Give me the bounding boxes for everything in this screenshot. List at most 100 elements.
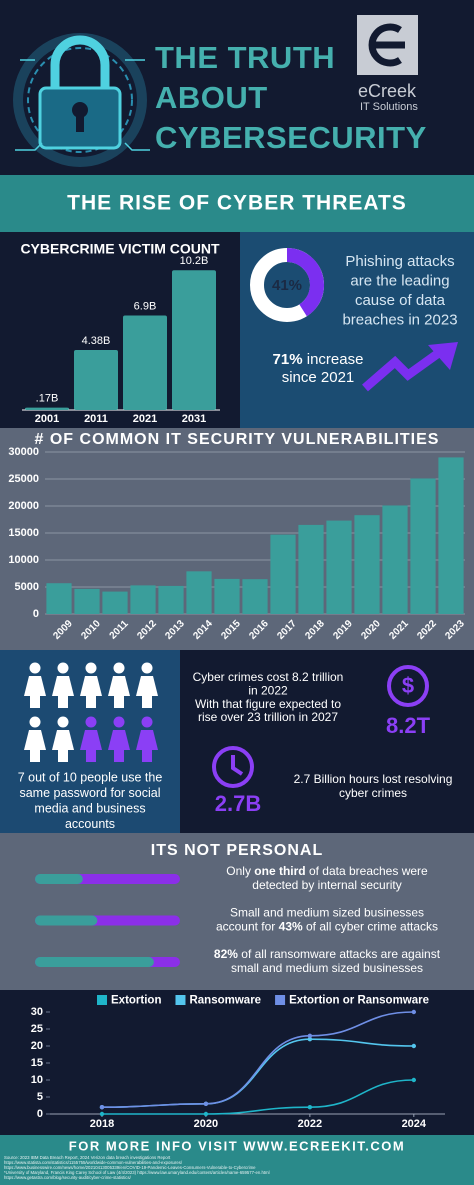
hours-stat: 2.7B [215, 791, 261, 816]
series-point [99, 1111, 105, 1117]
chart-title: CYBERCRIME VICTIM COUNT [20, 241, 220, 257]
phishing-text: breaches in 2023 [342, 311, 457, 328]
item-text: small and medium sized businesses [231, 961, 423, 975]
value-label: .17B [36, 393, 59, 405]
bar [326, 520, 352, 614]
y-tick-label: 10 [31, 1074, 43, 1086]
person-head [85, 662, 97, 674]
person-head [113, 662, 125, 674]
footer-cta: FOR MORE INFO VISIT WWW.ECREEKIT.COM [69, 1138, 405, 1153]
legend-swatch [97, 995, 107, 1005]
bar [382, 505, 408, 614]
person-body [24, 676, 46, 708]
bar [74, 349, 118, 410]
y-tick-label: 15 [31, 1057, 43, 1069]
bar [74, 588, 100, 614]
person-body [136, 730, 158, 762]
clock-icon [212, 746, 254, 788]
value-label: 10.2B [180, 255, 209, 267]
bar [354, 515, 380, 614]
source-line: https://www.statista.com/statistics/1155… [4, 1160, 183, 1165]
item-text-part: small and medium sized businesses [231, 961, 423, 975]
legend-label: Extortion [111, 995, 161, 1007]
chart-title: # OF COMMON IT SECURITY VULNERABILITIES [35, 431, 440, 448]
series-point [203, 1111, 209, 1117]
password-text: media and business [34, 801, 145, 815]
item-text: account for 43% of all cyber crime attac… [216, 920, 438, 934]
bar [242, 579, 268, 614]
donut-label: 41% [272, 277, 302, 294]
person-body [136, 676, 158, 708]
item-text-part: Small and medium sized businesses [230, 906, 424, 920]
source-line: https://www.getastra.com/blog/security-a… [4, 1175, 132, 1180]
person-head [141, 662, 153, 674]
y-tick-label: 20000 [8, 500, 39, 512]
series-point [411, 1043, 417, 1049]
bar [186, 571, 212, 614]
x-tick-label: 2011 [84, 413, 108, 425]
series-line [101, 1011, 414, 1108]
y-tick-label: 5000 [15, 581, 39, 593]
person-body [108, 730, 130, 762]
y-tick-label: 0 [37, 1108, 43, 1120]
hours-text: cyber crimes [339, 786, 407, 800]
y-tick-label: 30 [31, 1006, 43, 1018]
cost-text: Cyber crimes cost 8.2 trillion [193, 670, 344, 684]
cost-text: With that figure expected to [195, 697, 341, 711]
item-text-part: of all cyber crime attacks [303, 920, 438, 934]
item-text-part: Only [226, 864, 254, 878]
person-body [80, 676, 102, 708]
item-text-part: one third [254, 864, 305, 878]
item-text-part: detected by internal security [252, 878, 401, 892]
x-tick-label: 2022 [298, 1118, 322, 1130]
bar [172, 270, 216, 410]
bar [438, 457, 464, 614]
title-line: CYBERSECURITY [155, 120, 427, 155]
cost-stat: 8.2T [386, 713, 431, 738]
item-text: detected by internal security [252, 878, 401, 892]
cost-text: rise over 23 trillion in 2027 [198, 710, 338, 724]
bar [410, 478, 436, 614]
password-text: accounts [65, 817, 115, 831]
increase-text: 71% increase [273, 351, 364, 368]
person-body [24, 730, 46, 762]
person-head [29, 716, 41, 728]
series-point [307, 1033, 313, 1039]
person-body [52, 730, 74, 762]
dollar-icon: $ [387, 665, 429, 707]
banner-title: THE RISE OF CYBER THREATS [67, 192, 407, 215]
series-point [99, 1105, 105, 1110]
bar [46, 583, 72, 614]
item-text: 82% of all ransomware attacks are agains… [214, 947, 441, 961]
bar [298, 524, 324, 614]
x-tick-label: 2020 [194, 1118, 218, 1130]
person-body [80, 730, 102, 762]
series-point [307, 1037, 313, 1042]
y-tick-label: 25 [31, 1023, 43, 1035]
x-tick-label: 2001 [35, 413, 59, 425]
person-head [29, 662, 41, 674]
y-tick-label: 15000 [8, 527, 39, 539]
y-tick-label: 0 [33, 608, 39, 620]
series-line [101, 1079, 414, 1115]
y-tick-label: 5 [37, 1091, 43, 1103]
password-text: same password for social [19, 786, 160, 800]
phishing-text: are the leading [350, 272, 449, 289]
y-tick-label: 20 [31, 1040, 43, 1052]
progress-fill [35, 957, 154, 967]
donut-arc [286, 248, 324, 317]
item-text-part: of all ransomware attacks are against [238, 947, 441, 961]
series-point [307, 1105, 313, 1110]
item-text: Only one third of data breaches were [226, 864, 428, 878]
item-text-part: of data breaches were [306, 864, 428, 878]
phishing-text: cause of data [355, 292, 446, 309]
bar [214, 578, 240, 614]
footer-bg [0, 1135, 474, 1185]
trend-arrowhead [428, 342, 458, 370]
phishing-text: Phishing attacks [345, 253, 454, 270]
hours-text: 2.7 Billion hours lost resolving [294, 772, 453, 786]
y-tick-label: 25000 [8, 473, 39, 485]
series-point [411, 1077, 417, 1083]
logo-tagline: IT Solutions [360, 101, 418, 113]
